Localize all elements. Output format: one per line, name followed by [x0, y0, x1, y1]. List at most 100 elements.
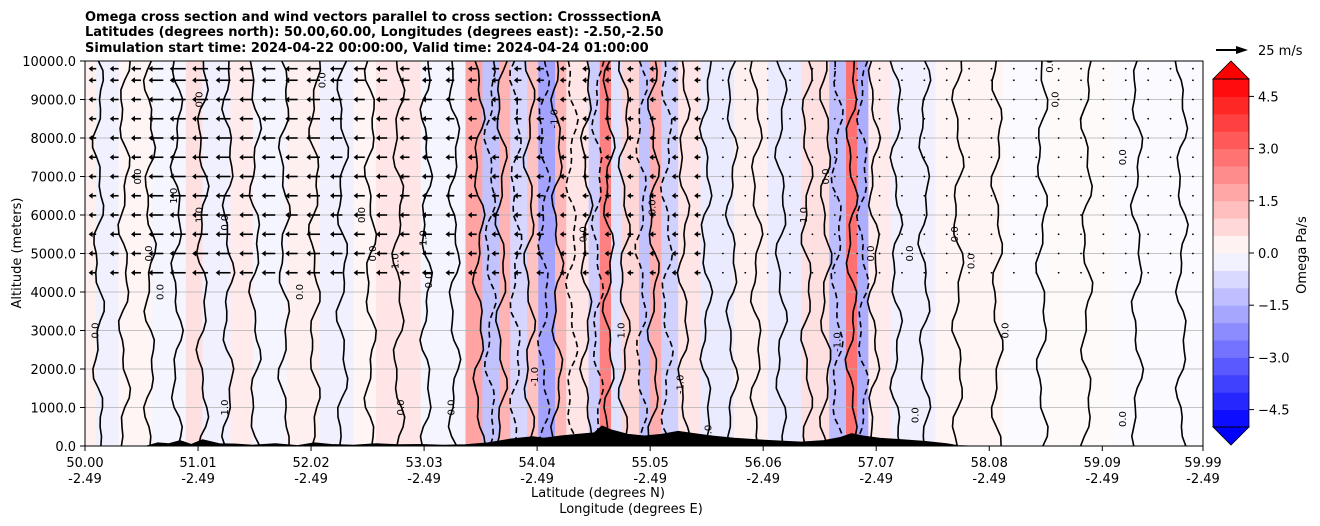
wind-vector — [923, 156, 926, 159]
wind-vector-head — [169, 250, 174, 257]
wind-vector-head — [559, 96, 564, 103]
wind-vector — [1080, 214, 1082, 216]
wind-vector-head — [261, 96, 266, 103]
wind-vector-head — [626, 65, 631, 72]
wind-vector-head — [582, 212, 587, 218]
contour-label: -1.0 — [676, 375, 687, 395]
wind-vector-head — [109, 173, 114, 180]
contour-label: 0.0 — [1118, 411, 1129, 427]
wind-vector-head — [329, 96, 334, 103]
colorbar-extend-max — [1212, 60, 1250, 80]
wind-vector — [1057, 137, 1060, 139]
wind-vector-head — [399, 269, 404, 276]
wind-vector-head — [353, 250, 358, 257]
wind-vector-head — [192, 212, 197, 218]
wind-vector-head — [192, 173, 197, 180]
wind-vector — [833, 137, 836, 139]
colorbar-label: Omega Pa/s — [1295, 216, 1310, 294]
wind-vector-head — [491, 77, 496, 84]
contour-dashed — [590, 61, 605, 446]
contour-solid — [601, 61, 616, 446]
contour-solid — [522, 61, 537, 446]
wind-vector-head — [109, 192, 114, 199]
wind-vector-head — [306, 154, 311, 161]
wind-vector-head — [88, 154, 93, 161]
wind-vector-head — [671, 115, 676, 122]
wind-vector-head — [261, 154, 266, 161]
wind-vector — [789, 271, 791, 274]
colorbar-segment — [1213, 340, 1249, 358]
wind-vector-head — [626, 231, 631, 238]
wind-vector — [789, 79, 791, 82]
y-tick-label: 8000.0 — [31, 132, 77, 147]
x-tick-label-lon: -2.49 — [407, 472, 441, 487]
wind-vector-head — [148, 250, 153, 257]
wind-vector-head — [399, 77, 404, 84]
wind-vector — [721, 175, 724, 178]
wind-vector-head — [215, 154, 220, 161]
wind-vector — [901, 271, 903, 274]
wind-vector-head — [649, 135, 654, 141]
wind-vector — [1080, 117, 1082, 120]
wind-vector-head — [329, 212, 334, 218]
wind-vector — [1057, 79, 1060, 82]
wind-vector-head — [109, 154, 114, 161]
contour-solid — [724, 61, 740, 446]
wind-vector — [1012, 156, 1015, 159]
wind-vector — [811, 271, 814, 274]
contour-dashed — [482, 61, 498, 446]
wind-vector-head — [694, 173, 699, 180]
x-tick-label-lon: -2.49 — [1085, 472, 1119, 487]
wind-vector-head — [445, 115, 450, 122]
wind-vector-head — [169, 173, 174, 180]
contour-solid — [91, 61, 106, 446]
wind-vector — [721, 117, 724, 120]
wind-vector-head — [148, 192, 153, 199]
x-tick-label-lon: -2.49 — [181, 472, 215, 487]
contour-solid — [446, 61, 462, 446]
wind-vector-head — [329, 154, 334, 161]
wind-vector-head — [559, 212, 564, 218]
wind-vector-head — [109, 77, 114, 84]
wind-vector-head — [649, 269, 654, 276]
colorbar-segment — [1213, 166, 1249, 184]
wind-vector — [923, 233, 926, 236]
wind-vector — [811, 137, 814, 139]
wind-vector-head — [239, 154, 244, 161]
wind-vector-head — [88, 212, 93, 218]
contour-solid — [917, 61, 932, 446]
wind-vector — [968, 79, 971, 82]
wind-vector-head — [491, 115, 496, 122]
wind-vector — [766, 271, 769, 274]
wind-vector-head — [582, 269, 587, 276]
wind-vector — [1102, 214, 1105, 216]
wind-vector-head — [353, 115, 358, 122]
wind-vector — [901, 175, 903, 178]
wind-vector — [1147, 117, 1150, 120]
contour-label: -1.0 — [530, 367, 541, 387]
wind-vector — [968, 137, 971, 139]
wind-vector-head — [306, 250, 311, 257]
wind-vector-head — [375, 269, 380, 276]
wind-vector-head — [329, 65, 334, 72]
wind-vector-head — [559, 135, 564, 141]
wind-vector-head — [329, 192, 334, 199]
wind-vector — [1102, 252, 1105, 255]
wind-vector — [878, 79, 881, 82]
wind-vector — [1012, 117, 1015, 120]
wind-vector — [744, 117, 747, 120]
wind-vector — [1169, 252, 1172, 255]
contour-label: 0.0 — [220, 215, 231, 231]
wind-vector-head — [285, 154, 290, 161]
wind-vector-head — [306, 135, 311, 141]
wind-vector — [1080, 252, 1082, 255]
wind-vector-head — [88, 65, 93, 72]
wind-vector-head — [261, 115, 266, 122]
y-tick-label: 2000.0 — [31, 363, 77, 378]
contour-solid — [117, 61, 132, 446]
wind-vector-head — [604, 77, 609, 84]
wind-vector — [901, 67, 903, 70]
wind-vector — [833, 194, 836, 197]
wind-vector — [968, 175, 971, 178]
colorbar-tick-label: −4.5 — [1258, 404, 1290, 419]
